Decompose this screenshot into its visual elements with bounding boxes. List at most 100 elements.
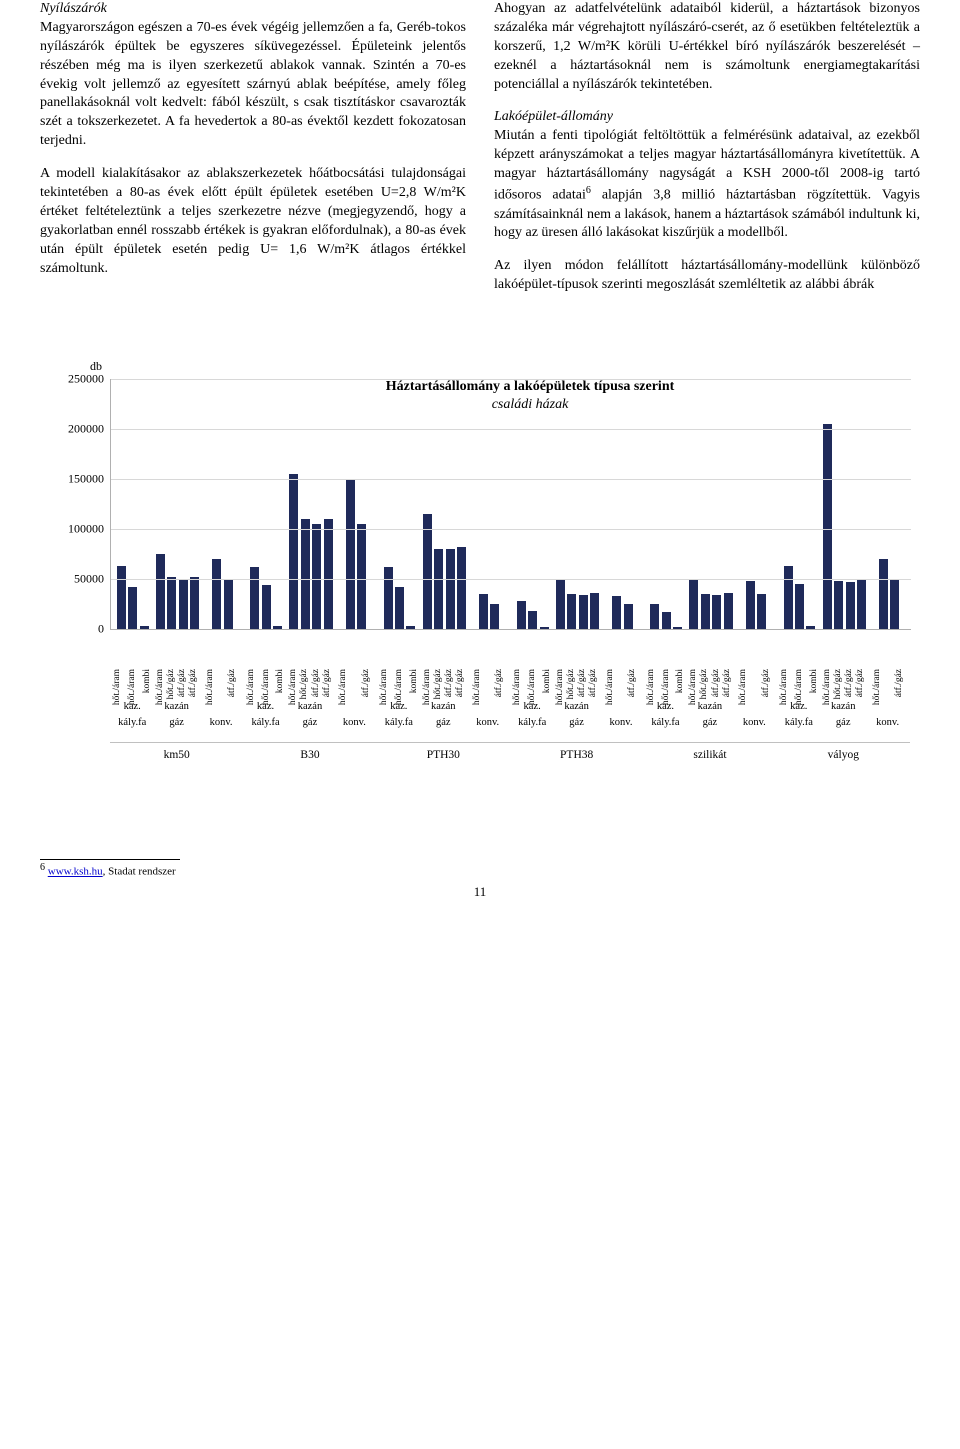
bar: [479, 594, 488, 629]
chart-bars: [111, 379, 911, 629]
grid-line: [111, 579, 911, 580]
building-group: [244, 379, 377, 629]
heating-label: átf./gáz: [227, 669, 237, 724]
heating-label: átf./gáz: [627, 669, 637, 724]
bar: [567, 594, 576, 629]
bar: [846, 582, 855, 629]
bar: [289, 474, 298, 629]
fuel-sub-label: kály.fa: [377, 717, 421, 728]
fuel-group: [244, 379, 288, 629]
chart-plot-area: [110, 379, 911, 630]
bar: [395, 587, 404, 629]
y-tick-label: 0: [98, 622, 104, 637]
fuel-sub-label: kály.fa: [777, 717, 821, 728]
bar: [190, 577, 199, 629]
heating-label: hőt./áram: [379, 669, 389, 724]
heating-label: átf./gáz: [311, 669, 321, 724]
heating-label: hőt./áram: [394, 669, 404, 724]
fuel-sub-label: konv.: [466, 717, 510, 728]
bar: [528, 611, 537, 629]
fuel-sub-label: gáz: [554, 717, 598, 728]
bar: [517, 601, 526, 629]
bar: [384, 567, 393, 629]
fuel-label: [199, 701, 243, 712]
heating-label: hőt./áram: [472, 669, 482, 724]
section-heading-left: Nyílászárók: [40, 1, 107, 16]
bar: [457, 547, 466, 629]
footnote-number: 6: [40, 862, 45, 873]
fuel-group: [644, 379, 688, 629]
heating-label: hőt./áram: [155, 669, 165, 724]
heating-label: hőt./gáz: [433, 669, 443, 724]
paragraph: Az ilyen módon felállított háztartásállo…: [494, 257, 920, 295]
heating-label: hőt./gáz: [299, 669, 309, 724]
heating-label: átf./gáz: [844, 669, 854, 724]
footnote-link[interactable]: www.ksh.hu: [48, 866, 103, 878]
heating-label: hőt./áram: [555, 669, 565, 724]
fuel-sub-label: gáz: [821, 717, 865, 728]
grid-line: [111, 529, 911, 530]
fuel-group: [155, 379, 201, 629]
fuel-label: [865, 701, 909, 712]
bar: [662, 612, 671, 629]
fuel-label: [599, 701, 643, 712]
left-column: Nyílászárók Magyarországon egészen a 70-…: [40, 0, 466, 309]
heating-label: hőt./áram: [872, 669, 882, 724]
fuel-group: [334, 379, 378, 629]
bar: [346, 479, 355, 629]
heating-label: hőt./áram: [646, 669, 656, 724]
bar: [262, 585, 271, 629]
fuel-sub-label: konv.: [732, 717, 776, 728]
heating-label: kombi: [809, 669, 819, 724]
y-tick-label: 250000: [68, 372, 104, 387]
heating-label: átf./gáz: [855, 669, 865, 724]
heating-label: kombi: [142, 669, 152, 724]
fuel-label: [466, 701, 510, 712]
fuel-sub-label: gáz: [154, 717, 198, 728]
fuel-group: [467, 379, 511, 629]
fuel-group: [511, 379, 555, 629]
heating-label: átf./gáz: [711, 669, 721, 724]
heating-label: hőt./gáz: [566, 669, 576, 724]
heating-label: hőt./áram: [288, 669, 298, 724]
page-number: 11: [40, 884, 920, 900]
heating-label: hőt./áram: [527, 669, 537, 724]
fuel-sub-label: kály.fa: [510, 717, 554, 728]
fuel-group: [867, 379, 911, 629]
x-axis-heating-labels: hőt./áramhőt./áramkombihőt./áramhőt./gáz…: [110, 634, 910, 694]
bar: [590, 593, 599, 629]
heating-label: átf./gáz: [577, 669, 587, 724]
fuel-label: kazán: [154, 701, 198, 712]
heating-label: átf./gáz: [361, 669, 371, 724]
fuel-label: kaz.: [377, 701, 421, 712]
heating-label: kombi: [409, 669, 419, 724]
bar: [128, 587, 137, 629]
footnote-divider: [40, 859, 180, 860]
footnote: 6 www.ksh.hu, Stadat rendszer: [40, 862, 920, 878]
bar: [179, 579, 188, 629]
fuel-group: [288, 379, 334, 629]
heating-label: hőt./áram: [822, 669, 832, 724]
fuel-group: [600, 379, 644, 629]
heating-label: átf./gáz: [588, 669, 598, 724]
fuel-group: [734, 379, 778, 629]
fuel-label: kaz.: [643, 701, 687, 712]
bar: [140, 626, 149, 629]
fuel-group: [778, 379, 822, 629]
heating-label: átf./gáz: [494, 669, 504, 724]
fuel-label: kazán: [288, 701, 332, 712]
heating-label: hőt./gáz: [166, 669, 176, 724]
paragraph: Magyarországon egészen a 70-es évek végé…: [40, 20, 466, 148]
footnote-text: , Stadat rendszer: [103, 866, 176, 878]
y-tick-label: 150000: [68, 472, 104, 487]
bar: [117, 566, 126, 629]
bar: [490, 604, 499, 629]
bar: [701, 594, 710, 629]
fuel-group: [822, 379, 868, 629]
bar-chart: db Háztartásállomány a lakóépületek típu…: [40, 379, 920, 819]
x-axis-fuel-sub-labels: kály.fagázkonv.kály.fagázkonv.kály.fagáz…: [110, 717, 910, 728]
heating-label: átf./gáz: [444, 669, 454, 724]
heating-label: kombi: [675, 669, 685, 724]
x-axis-building-labels: km50B30PTH30PTH38szilikátvályog: [110, 742, 910, 761]
heating-label: hőt./áram: [261, 669, 271, 724]
